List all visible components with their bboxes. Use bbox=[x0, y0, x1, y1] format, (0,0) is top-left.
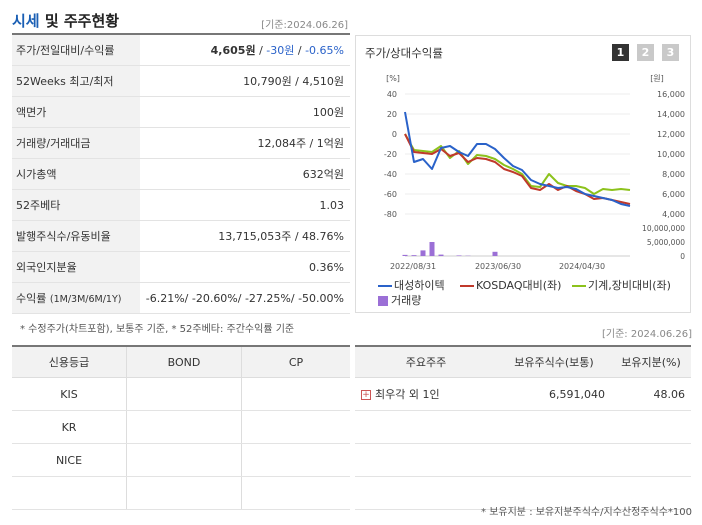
header-divider bbox=[12, 33, 350, 35]
x-tick-label: 2024/04/30 bbox=[559, 262, 605, 271]
col-header: 신용등급 bbox=[12, 345, 127, 378]
table-row: 52Weeks 최고/최저 10,790원 / 4,510원 bbox=[12, 65, 350, 97]
base-date: [기준:2024.06.26] bbox=[261, 20, 348, 31]
table-row: 외국인지분율 0.36% bbox=[12, 251, 350, 283]
right-tick-label: 8,000 bbox=[662, 170, 685, 179]
volume-tick-label: 5,000,000 bbox=[647, 238, 685, 247]
table-row: 52주베타 1.03 bbox=[12, 189, 350, 221]
x-tick-label: 2022/08/31 bbox=[390, 262, 436, 271]
right-tick-label: 16,000 bbox=[657, 90, 685, 99]
volume-bar bbox=[492, 251, 498, 256]
table-row: 주가/전일대비/수익률 4,605원 / -30원 / -0.65% bbox=[12, 35, 350, 66]
series-line bbox=[404, 111, 631, 207]
table-row: 시가총액 632억원 bbox=[12, 158, 350, 190]
left-tick-label: 20 bbox=[387, 110, 397, 119]
table-row bbox=[355, 443, 691, 477]
series-line bbox=[404, 133, 631, 195]
chart-page-2-button[interactable]: 2 bbox=[637, 44, 654, 61]
right-tick-label: 4,000 bbox=[662, 210, 685, 219]
row-label: 주가/전일대비/수익률 bbox=[12, 35, 140, 66]
price-change: -30원 bbox=[266, 44, 295, 57]
table-row bbox=[12, 476, 350, 510]
row-value: 12,084주 / 1억원 bbox=[139, 127, 350, 159]
price-footnote: * 수정주가(차트포함), 보통주 기준, * 52주베타: 주간수익률 기준 bbox=[20, 324, 295, 335]
row-value: 10,790원 / 4,510원 bbox=[139, 65, 350, 97]
left-tick-label: 0 bbox=[392, 130, 397, 139]
return-values: -6.21%/ -20.60%/ -27.25%/ -50.00% bbox=[139, 282, 350, 314]
left-tick-label: -40 bbox=[384, 170, 397, 179]
right-tick-label: 14,000 bbox=[657, 110, 685, 119]
table-row: 수익률 (1M/3M/6M/1Y) -6.21%/ -20.60%/ -27.2… bbox=[12, 282, 350, 314]
holder-pct: 48.06 bbox=[611, 377, 691, 411]
col-header: 보유지분(%) bbox=[611, 345, 691, 378]
left-tick-label: -20 bbox=[384, 150, 397, 159]
x-tick-label: 2023/06/30 bbox=[475, 262, 521, 271]
volume-tick-label: 10,000,000 bbox=[642, 224, 685, 233]
table-row: 거래량/거래대금 12,084주 / 1억원 bbox=[12, 127, 350, 159]
col-header: 보유주식수(보통) bbox=[497, 345, 611, 378]
legend-item: 거래량 bbox=[378, 292, 421, 308]
left-tick-label: 40 bbox=[387, 90, 397, 99]
left-axis-unit: [%] bbox=[386, 74, 400, 83]
row-value: 13,715,053주 / 48.76% bbox=[139, 220, 350, 252]
row-label: 액면가 bbox=[12, 96, 140, 128]
row-label: 거래량/거래대금 bbox=[12, 127, 140, 159]
volume-bar bbox=[402, 254, 408, 256]
col-header: BOND bbox=[126, 345, 242, 378]
row-value: 100원 bbox=[139, 96, 350, 128]
volume-tick-label: 0 bbox=[680, 252, 685, 261]
volume-bar bbox=[438, 254, 444, 256]
table-row: + 최우각 외 1인 6,591,040 48.06 bbox=[355, 377, 691, 411]
holder-shares: 6,591,040 bbox=[497, 377, 611, 411]
chart-base-date: [기준: 2024.06.26] bbox=[601, 329, 692, 340]
right-tick-label: 12,000 bbox=[657, 130, 685, 139]
price-table: 주가/전일대비/수익률 4,605원 / -30원 / -0.65% 52Wee… bbox=[12, 35, 350, 314]
credit-rating-table: 신용등급 BOND CP KIS KR NICE bbox=[12, 345, 350, 510]
table-row bbox=[355, 410, 691, 444]
legend-item: 기계,장비대비(좌) bbox=[572, 277, 671, 293]
left-tick-label: -80 bbox=[384, 210, 397, 219]
table-row: NICE bbox=[12, 443, 350, 477]
volume-bar bbox=[411, 255, 417, 256]
table-row bbox=[355, 476, 691, 510]
table-row: KR bbox=[12, 410, 350, 444]
volume-bar bbox=[456, 255, 462, 256]
row-label: 발행주식수/유동비율 bbox=[12, 220, 140, 252]
chart-page-3-button[interactable]: 3 bbox=[662, 44, 679, 61]
table-row: KIS bbox=[12, 377, 350, 411]
right-tick-label: 6,000 bbox=[662, 190, 685, 199]
price-rate: -0.65% bbox=[305, 44, 344, 57]
row-label: 외국인지분율 bbox=[12, 251, 140, 283]
right-tick-label: 10,000 bbox=[657, 150, 685, 159]
volume-bar bbox=[420, 250, 426, 256]
row-label: 52주베타 bbox=[12, 189, 140, 221]
table-row: 액면가 100원 bbox=[12, 96, 350, 128]
price-chart: [%] [원] 40 16,000 20 14,000 0 12,000 -20 10,000 -4… bbox=[384, 74, 685, 271]
row-label: 수익률 (1M/3M/6M/1Y) bbox=[12, 282, 140, 314]
series-line bbox=[404, 133, 631, 205]
legend-item: KOSDAQ대비(좌) bbox=[460, 277, 561, 293]
chart-panel bbox=[355, 35, 691, 313]
major-holders-table: 주요주주 보유주식수(보통) 보유지분(%) + 최우각 외 1인 6,591,0… bbox=[355, 345, 691, 510]
legend-item: 대성하이텍 bbox=[378, 277, 445, 293]
col-header: CP bbox=[241, 345, 350, 378]
price-value: 4,605원 / -30원 / -0.65% bbox=[139, 35, 350, 66]
holder-name-cell[interactable]: + 최우각 외 1인 bbox=[355, 377, 497, 411]
section-title: 시세 및 주주현황 bbox=[12, 12, 120, 30]
left-tick-label: -60 bbox=[384, 190, 397, 199]
holders-footnote: * 보유지분 : 보유지분주식수/지수산정주식수*100 bbox=[481, 507, 692, 518]
chart-page-1-button[interactable]: 1 bbox=[612, 44, 629, 61]
row-value: 0.36% bbox=[139, 251, 350, 283]
row-label: 시가총액 bbox=[12, 158, 140, 190]
expand-plus-icon[interactable]: + bbox=[361, 390, 371, 400]
col-header: 주요주주 bbox=[355, 345, 497, 378]
right-axis-unit: [원] bbox=[650, 74, 664, 83]
table-row: 발행주식수/유동비율 13,715,053주 / 48.76% bbox=[12, 220, 350, 252]
chart-title: 주가/상대수익률 bbox=[365, 46, 443, 60]
row-value: 632억원 bbox=[139, 158, 350, 190]
row-value: 1.03 bbox=[139, 189, 350, 221]
volume-bar bbox=[429, 242, 435, 256]
row-label: 52Weeks 최고/최저 bbox=[12, 65, 140, 97]
